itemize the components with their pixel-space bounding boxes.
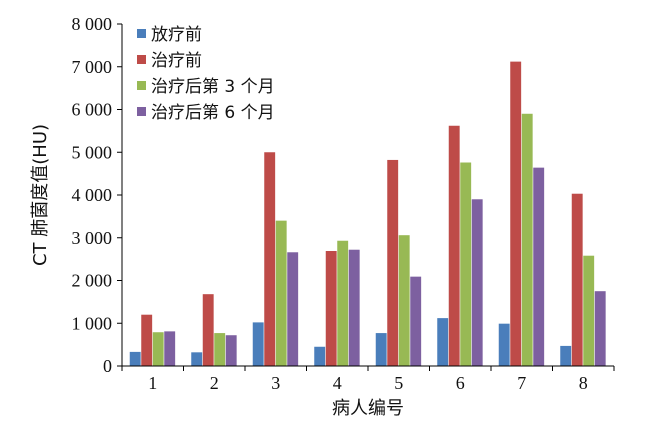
legend-label: 治疗后第 6 个月 bbox=[151, 103, 275, 123]
y-axis-title: CT 肺菌度值(HU) bbox=[30, 124, 51, 266]
bar-series-4-cat-5 bbox=[410, 276, 422, 366]
bar-series-4-cat-4 bbox=[348, 249, 360, 366]
bar-series-4-cat-2 bbox=[225, 335, 237, 366]
x-tick-label: 8 bbox=[579, 373, 588, 393]
x-axis-title: 病人编号 bbox=[332, 398, 404, 419]
bars-group bbox=[129, 61, 606, 367]
x-ticks-group: 1 2 3 4 5 6 7 8 bbox=[121, 366, 615, 393]
x-tick-label: 1 bbox=[148, 373, 157, 393]
y-tick-label: 6 000 bbox=[72, 100, 113, 120]
y-ticks-group: 0 1 000 2 000 3 000 4 000 5 000 6 000 7 000 8 00… bbox=[72, 14, 122, 376]
bar-series-1-cat-4 bbox=[314, 346, 326, 366]
bar-series-1-cat-1 bbox=[129, 351, 141, 366]
bar-series-2-cat-7 bbox=[510, 61, 522, 367]
bar-series-3-cat-7 bbox=[521, 113, 533, 367]
x-tick-label: 2 bbox=[210, 373, 219, 393]
bar-series-4-cat-1 bbox=[164, 331, 176, 366]
bar-series-1-cat-3 bbox=[252, 322, 264, 366]
x-tick-label: 3 bbox=[271, 373, 280, 393]
bar-series-4-cat-7 bbox=[533, 167, 545, 366]
bar-series-2-cat-3 bbox=[264, 152, 276, 366]
x-tick-label: 4 bbox=[333, 373, 342, 393]
legend-swatch bbox=[137, 81, 146, 90]
bar-series-3-cat-8 bbox=[583, 255, 595, 366]
y-tick-label: 2 000 bbox=[72, 271, 113, 291]
bar-series-2-cat-8 bbox=[571, 193, 583, 366]
y-tick-label: 8 000 bbox=[72, 14, 113, 34]
bar-series-3-cat-3 bbox=[275, 220, 287, 366]
legend-swatch bbox=[137, 55, 146, 64]
legend-label: 治疗后第 3 个月 bbox=[151, 77, 275, 97]
legend-swatch bbox=[137, 29, 146, 38]
y-tick-label: 4 000 bbox=[72, 185, 113, 205]
y-tick-label: 5 000 bbox=[72, 142, 113, 162]
bar-series-3-cat-1 bbox=[152, 332, 164, 366]
bar-series-2-cat-6 bbox=[448, 125, 460, 366]
bar-series-3-cat-4 bbox=[337, 240, 349, 366]
bar-series-1-cat-8 bbox=[560, 345, 572, 366]
bar-series-1-cat-6 bbox=[437, 318, 449, 366]
bar-series-2-cat-4 bbox=[325, 251, 337, 366]
bar-series-4-cat-6 bbox=[471, 199, 483, 366]
y-tick-label: 3 000 bbox=[72, 228, 113, 248]
bar-series-3-cat-5 bbox=[398, 235, 410, 366]
x-tick-label: 7 bbox=[517, 373, 526, 393]
y-tick-label: 7 000 bbox=[72, 57, 113, 77]
bar-series-1-cat-2 bbox=[191, 352, 203, 366]
bar-series-3-cat-2 bbox=[214, 333, 226, 366]
x-tick-label: 5 bbox=[394, 373, 403, 393]
legend-swatch bbox=[137, 107, 146, 116]
bar-series-2-cat-1 bbox=[141, 314, 153, 366]
bar-series-3-cat-6 bbox=[460, 162, 472, 366]
y-tick-label: 0 bbox=[103, 356, 112, 376]
bar-series-1-cat-7 bbox=[498, 323, 510, 366]
bar-series-1-cat-5 bbox=[375, 333, 387, 366]
bar-series-2-cat-5 bbox=[387, 159, 399, 366]
bar-series-4-cat-3 bbox=[287, 252, 299, 366]
legend-label: 放疗前 bbox=[151, 25, 202, 45]
x-tick-label: 6 bbox=[456, 373, 465, 393]
bar-series-2-cat-2 bbox=[202, 294, 214, 366]
y-tick-label: 1 000 bbox=[72, 313, 113, 333]
bar-series-4-cat-8 bbox=[594, 291, 606, 366]
legend-label: 治疗前 bbox=[151, 51, 202, 71]
